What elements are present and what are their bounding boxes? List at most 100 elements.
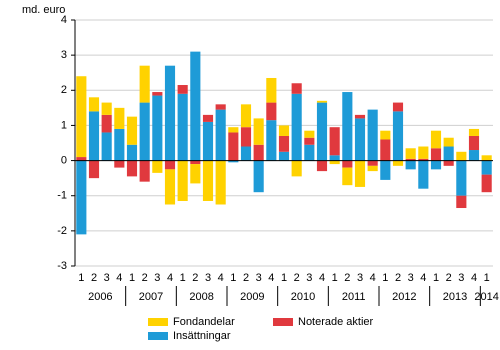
bar xyxy=(88,111,100,161)
bar xyxy=(253,144,264,161)
bar xyxy=(354,118,366,161)
bar xyxy=(430,160,442,170)
bar xyxy=(266,77,277,103)
bar xyxy=(418,160,429,189)
bar xyxy=(253,160,264,193)
bar xyxy=(202,121,214,161)
bar xyxy=(380,160,391,180)
x-tick-label: 3 xyxy=(104,272,110,284)
bar xyxy=(304,144,315,161)
x-tick-label: 4 xyxy=(471,272,477,284)
bar xyxy=(430,130,442,149)
x-tick-label: 2 xyxy=(294,272,300,284)
bar xyxy=(481,160,492,175)
x-tick-label: 2 xyxy=(446,272,452,284)
y-tick-label: 3 xyxy=(61,49,67,61)
x-tick-label: 4 xyxy=(167,272,173,284)
bar xyxy=(164,160,176,170)
bar xyxy=(101,102,112,115)
x-tick-label: 3 xyxy=(205,272,211,284)
bar xyxy=(278,135,290,152)
legend-label: Insättningar xyxy=(173,330,231,342)
x-group-label: 2006 xyxy=(88,291,112,303)
bar xyxy=(418,146,429,159)
bar xyxy=(367,165,378,172)
bar xyxy=(139,160,150,182)
bar xyxy=(354,114,366,119)
bar xyxy=(177,160,188,201)
legend-swatch xyxy=(273,318,293,326)
x-group-label: 2010 xyxy=(291,291,315,303)
bar xyxy=(278,151,290,161)
bar xyxy=(443,160,454,166)
x-tick-label: 2 xyxy=(243,272,249,284)
bar xyxy=(202,114,214,122)
y-tick-label: 4 xyxy=(61,14,67,26)
bar xyxy=(380,139,391,161)
bar xyxy=(456,151,467,161)
bar xyxy=(152,160,163,173)
bar xyxy=(468,150,480,161)
bar xyxy=(76,76,87,158)
bar xyxy=(152,95,163,161)
bar xyxy=(240,146,252,161)
x-tick-label: 1 xyxy=(433,272,439,284)
x-tick-label: 2 xyxy=(192,272,198,284)
x-tick-label: 4 xyxy=(268,272,274,284)
bar xyxy=(329,127,340,156)
bar xyxy=(76,157,87,161)
bar xyxy=(139,65,150,103)
x-tick-label: 2 xyxy=(142,272,148,284)
bar xyxy=(304,130,315,138)
bar xyxy=(329,160,340,165)
bar xyxy=(101,132,112,161)
x-tick-label: 1 xyxy=(332,272,338,284)
bar xyxy=(190,51,201,161)
bar xyxy=(215,109,226,161)
x-tick-label: 1 xyxy=(129,272,135,284)
bar xyxy=(88,97,100,112)
x-tick-label: 2 xyxy=(344,272,350,284)
bar xyxy=(215,104,226,110)
bar xyxy=(430,148,442,161)
bar xyxy=(76,160,87,235)
bar xyxy=(228,132,239,161)
bar xyxy=(468,135,480,151)
bar xyxy=(443,137,454,147)
y-tick-label: -1 xyxy=(57,190,67,202)
x-tick-label: 2 xyxy=(395,272,401,284)
x-tick-label: 4 xyxy=(319,272,325,284)
x-tick-label: 3 xyxy=(458,272,464,284)
x-tick-label: 1 xyxy=(180,272,186,284)
bar xyxy=(418,158,429,161)
bar xyxy=(190,164,201,184)
bar xyxy=(367,160,378,166)
bar xyxy=(114,128,125,161)
bar xyxy=(316,102,328,161)
bar xyxy=(456,195,467,209)
x-tick-label: 4 xyxy=(116,272,122,284)
x-tick-label: 1 xyxy=(484,272,490,284)
bar xyxy=(392,102,404,112)
y-tick-label: 0 xyxy=(61,154,67,166)
x-group-label: 2009 xyxy=(240,291,264,303)
bar xyxy=(240,127,252,147)
bar xyxy=(253,118,264,145)
bar xyxy=(392,160,404,166)
bar xyxy=(380,130,391,140)
bar xyxy=(291,83,302,94)
bar xyxy=(392,111,404,161)
x-tick-label: 4 xyxy=(370,272,376,284)
y-tick-label: -3 xyxy=(57,260,67,272)
bar xyxy=(405,148,416,159)
bar xyxy=(139,102,150,161)
bar xyxy=(266,120,277,161)
bar xyxy=(177,93,188,161)
bar xyxy=(126,160,138,177)
bar xyxy=(443,146,454,161)
bar xyxy=(190,160,201,165)
x-group-label: 2012 xyxy=(392,291,416,303)
bar xyxy=(177,85,188,94)
x-tick-label: 3 xyxy=(154,272,160,284)
